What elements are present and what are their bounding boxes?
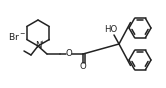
Text: N: N <box>35 41 42 50</box>
Text: HO: HO <box>104 26 118 34</box>
Text: +: + <box>40 40 44 45</box>
Text: O: O <box>80 62 86 71</box>
Text: O: O <box>66 49 72 59</box>
Text: Br$^-$: Br$^-$ <box>8 31 26 42</box>
